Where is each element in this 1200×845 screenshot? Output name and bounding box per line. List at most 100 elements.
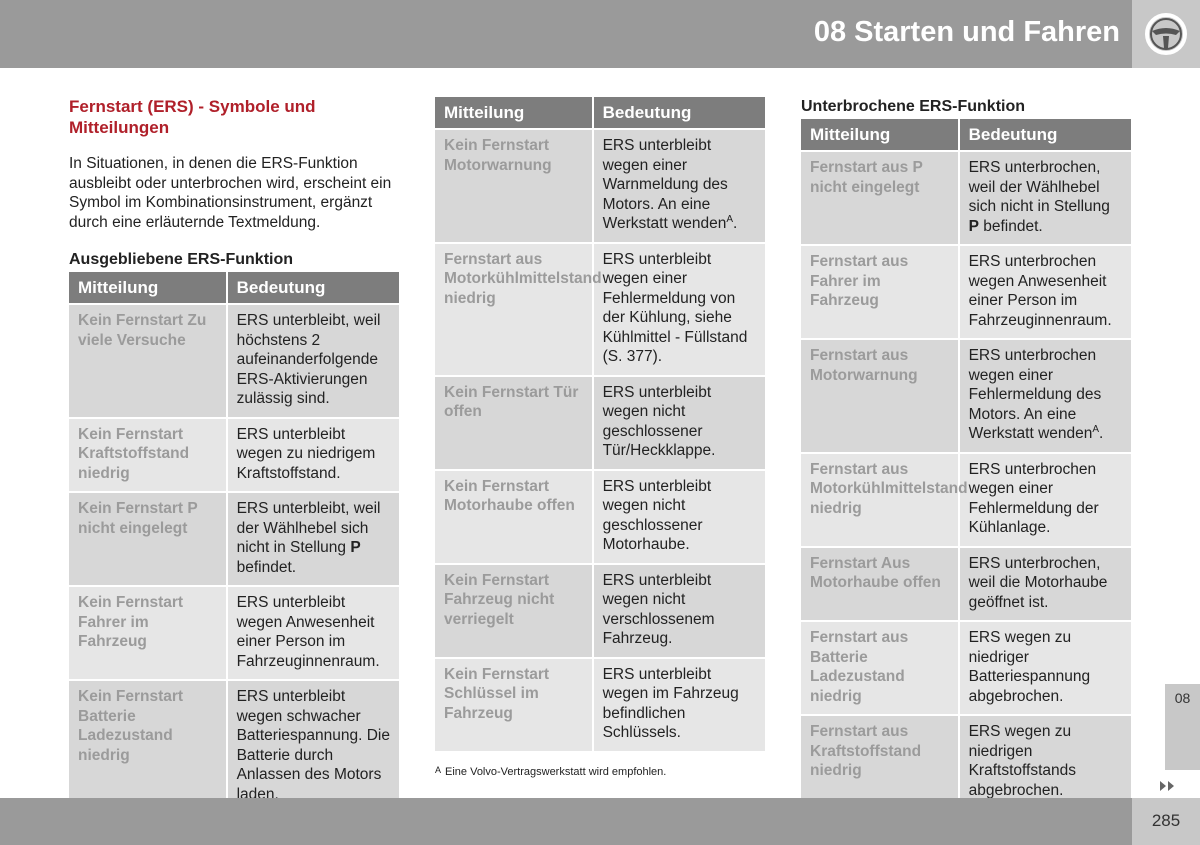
footnote-text: Eine Volvo-Vertragswerkstatt wird empfoh… [445, 765, 667, 778]
header-bar [0, 0, 1132, 68]
message-table: Mitteilung Bedeutung Kein Fernstart Motorw… [435, 97, 765, 753]
message-cell: Kein Fernstart Fahrer im Fahrzeug [69, 585, 228, 681]
meaning-cell: ERS unterbrochen, weil die Motorhaube ge… [957, 545, 1131, 622]
table-body: Fernstart aus P nicht eingelegt ERS unter… [801, 150, 1131, 810]
table-row: Fernstart aus Batterie Ladezustand niedr… [801, 620, 1131, 716]
message-cell: Kein Fernstart Tür offen [435, 374, 594, 471]
text-run: ERS unterbrochen wegen einer Fehlermeldu… [968, 347, 1102, 442]
table-head: Mitteilung Bedeutung [69, 272, 399, 305]
section-title: Fernstart (ERS) - Symbole und Mitteilung… [69, 97, 316, 137]
steering-wheel-icon [1145, 13, 1187, 55]
footnote-ref: A [726, 213, 734, 225]
text-run: ERS unterbleibt, weil höchstens 2 aufein… [236, 312, 381, 407]
text-run: . [733, 215, 738, 232]
chapter-tab [1165, 684, 1200, 770]
footnote-ref: A [1092, 423, 1100, 435]
table-heading: Unterbrochene ERS-Funktion [801, 98, 1026, 115]
message-cell: Kein Fernstart Zu viele Versuche [69, 303, 228, 419]
meaning-cell: ERS wegen zu niedriger Batteriespannung … [957, 620, 1131, 716]
text-run: ERS unterbleibt wegen nicht geschlossene… [602, 383, 716, 460]
meaning-cell: ERS unterbleibt, weil der Wählhebel sich… [225, 491, 399, 587]
text-run: ERS unterbleibt wegen einer Fehlermeldun… [602, 250, 748, 366]
chapter-icon [1132, 0, 1200, 68]
text-run: ERS unterbleibt wegen einer Warnmeldung … [602, 137, 728, 232]
table-row: Kein Fernstart Batterie Ladezustand nied… [69, 679, 399, 814]
column-header: Bedeutung [957, 119, 1131, 152]
text-run: ERS unterbrochen wegen Anwesenheit einer… [968, 253, 1112, 329]
page-number-box [1132, 798, 1200, 845]
table-row: Fernstart aus Motorkühlmittelstand niedr… [801, 451, 1131, 548]
text-run: ERS wegen zu niedriger Batteriespannung … [968, 629, 1091, 705]
message-table: Mitteilung Bedeutung Fernstart aus P nicht… [801, 119, 1131, 810]
meaning-cell: ERS unterbleibt wegen im Fahrzeug befind… [591, 656, 765, 753]
message-cell: Kein Fernstart Batterie Ladezustand nied… [69, 679, 228, 814]
message-cell: Fernstart Aus Motorhaube offen [801, 545, 960, 622]
table-body: Kein Fernstart Motorwarnung ERS unterblei… [435, 128, 765, 753]
table-row: Fernstart aus Fahrer im Fahrzeug ERS unte… [801, 244, 1131, 340]
meaning-cell: ERS unterbleibt wegen Anwesenheit einer … [225, 585, 399, 681]
message-cell: Fernstart aus Fahrer im Fahrzeug [801, 244, 960, 340]
column-2: Mitteilung Bedeutung Kein Fernstart Motorw… [435, 97, 765, 778]
column-header: Mitteilung [435, 97, 594, 130]
message-cell: Kein Fernstart P nicht eingelegt [69, 491, 228, 587]
header-row: Mitteilung Bedeutung [435, 97, 765, 130]
column-header: Mitteilung [69, 272, 228, 305]
message-cell: Kein Fernstart Schlüssel im Fahrzeug [435, 656, 594, 753]
bold-run: P [350, 539, 361, 556]
meaning-cell: ERS unterbrochen wegen einer Fehlermeldu… [957, 451, 1131, 548]
meaning-cell: ERS unterbleibt wegen nicht geschlossene… [591, 374, 765, 471]
text-run: . [1099, 425, 1104, 442]
page-number: 285 [1151, 811, 1181, 830]
text-run: ERS unterbleibt wegen nicht geschlossene… [602, 477, 712, 554]
message-cell: Kein Fernstart Kraftstoffstand niedrig [69, 416, 228, 493]
column-header: Bedeutung [591, 97, 765, 130]
table-row: Kein Fernstart Schlüssel im Fahrzeug ERS … [435, 656, 765, 753]
text-run: befindet. [978, 217, 1043, 235]
meaning-cell: ERS wegen zu niedrigen Kraftstoffstands … [957, 714, 1131, 810]
meaning-cell: ERS unterbleibt wegen zu niedrigem Kraft… [225, 416, 399, 493]
table-row: Fernstart Aus Motorhaube offen ERS unterb… [801, 545, 1131, 622]
chapter-tab-label: 08 [1174, 690, 1191, 706]
text-run: ERS unterbleibt wegen schwacher Batterie… [236, 688, 390, 803]
bold-run: P [968, 217, 979, 235]
table-head: Mitteilung Bedeutung [435, 97, 765, 130]
table-row: Kein Fernstart Motorhaube offen ERS unter… [435, 468, 765, 565]
chapter-title: 08 Starten und Fahren [813, 16, 1120, 48]
table-row: Kein Fernstart Kraftstoffstand niedrig ER… [69, 416, 399, 493]
header-row: Mitteilung Bedeutung [801, 119, 1131, 152]
table-row: Kein Fernstart Tür offen ERS unterbleibt … [435, 374, 765, 471]
message-cell: Fernstart aus P nicht eingelegt [801, 150, 960, 246]
table-head: Mitteilung Bedeutung [801, 119, 1131, 152]
message-cell: Fernstart aus Motorkühlmittelstand niedr… [435, 241, 602, 377]
next-arrows [1160, 781, 1174, 791]
text-run: ERS wegen zu niedrigen Kraftstoffstands … [968, 723, 1077, 799]
message-cell: Fernstart aus Motorkühlmittelstand niedr… [801, 451, 968, 548]
meaning-cell: ERS unterbleibt wegen einer Warnmeldung … [591, 128, 765, 244]
meaning-cell: ERS unterbrochen wegen einer Fehlermeldu… [957, 338, 1131, 454]
text-run: ERS unterbrochen wegen einer Fehlermeldu… [968, 460, 1099, 537]
header-row: Mitteilung Bedeutung [69, 272, 399, 305]
table-heading: Ausgebliebene ERS-Funktion [69, 251, 294, 268]
table-row: Fernstart aus Motorkühlmittelstand niedr… [435, 241, 765, 377]
table-row: Fernstart aus Motorwarnung ERS unterbroch… [801, 338, 1131, 454]
table-row: Fernstart aus Kraftstoffstand niedrig ERS… [801, 714, 1131, 810]
meaning-cell: ERS unterbrochen, weil der Wählhebel sic… [957, 150, 1131, 246]
meaning-cell: ERS unterbleibt wegen einer Fehlermeldun… [591, 241, 765, 377]
meaning-cell: ERS unterbrochen wegen Anwesenheit einer… [957, 244, 1131, 340]
table-row: Kein Fernstart Zu viele Versuche ERS unte… [69, 303, 399, 419]
text-run: ERS unterbleibt wegen nicht verschlossen… [602, 571, 715, 648]
meaning-cell: ERS unterbleibt, weil höchstens 2 aufein… [225, 303, 399, 419]
message-cell: Kein Fernstart Motorwarnung [435, 128, 594, 244]
meaning-cell: ERS unterbleibt wegen nicht geschlossene… [591, 468, 765, 565]
text-run: ERS unterbrochen, weil der Wählhebel sic… [968, 159, 1110, 215]
message-cell: Kein Fernstart Motorhaube offen [435, 468, 594, 565]
text-run: ERS unterbleibt wegen im Fahrzeug befind… [602, 665, 739, 742]
footer-bar [0, 798, 1132, 845]
table-block: Mitteilung Bedeutung Kein Fernstart Motorw… [435, 97, 765, 778]
text-run: ERS unterbleibt, weil der Wählhebel sich… [236, 500, 381, 556]
table-row: Kein Fernstart P nicht eingelegt ERS unte… [69, 491, 399, 587]
message-table: Mitteilung Bedeutung Kein Fernstart Zu vie… [69, 272, 399, 814]
text-run: ERS unterbleibt wegen Anwesenheit einer … [236, 594, 380, 670]
